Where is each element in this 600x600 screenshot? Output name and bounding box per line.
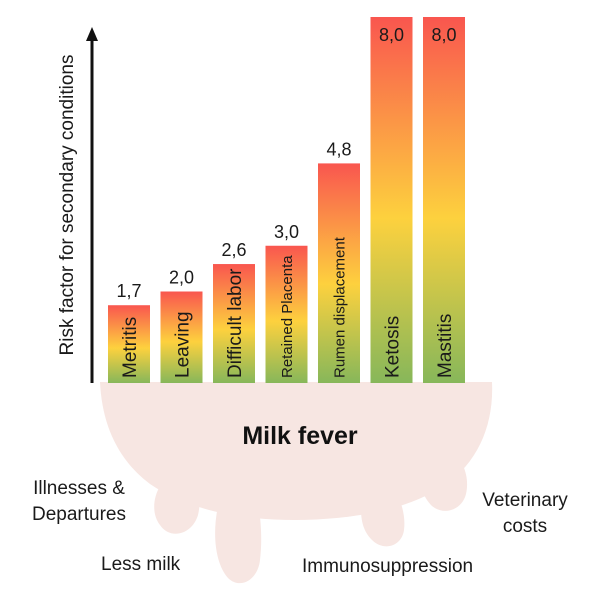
value-label-metritis: 1,7: [116, 281, 141, 301]
y-axis-arrowhead: [86, 27, 98, 41]
milk-fever-udder: [100, 382, 493, 584]
value-label-difficult-labor: 2,6: [221, 240, 246, 260]
value-label-ketosis: 8,0: [379, 25, 404, 45]
bar-difficult-labor: [213, 264, 255, 383]
consequence-less-milk: Less milk: [101, 554, 181, 575]
consequence-veterinary-costs: Veterinary costs: [482, 490, 568, 537]
value-label-retained-placenta: 3,0: [274, 222, 299, 242]
category-label-retained-placenta: Retained Placenta: [279, 255, 296, 378]
category-label-rumen-displacement: Rumen displacement: [331, 236, 348, 378]
category-label-difficult-labor: Difficult labor: [225, 268, 246, 378]
y-axis-label: Risk factor for secondary conditions: [57, 55, 78, 356]
udder-body: [100, 382, 493, 520]
bar-mastitis: [423, 17, 465, 383]
bar-retained-placenta: [265, 245, 308, 383]
bar-ketosis: [370, 17, 413, 383]
bar-metritis: [108, 305, 150, 383]
value-label-rumen-displacement: 4,8: [326, 139, 351, 159]
bar-rumen-displacement: [318, 163, 360, 383]
value-label-mastitis: 8,0: [431, 25, 456, 45]
category-label-leaving: Leaving: [172, 311, 193, 378]
bar-leaving: [160, 291, 203, 383]
category-labels: Metritis Leaving Difficult labor Retained P…: [120, 236, 456, 378]
consequence-immunosuppression: Immunosuppression: [302, 556, 474, 577]
value-label-leaving: 2,0: [169, 268, 194, 288]
value-labels: 1,7 2,0 2,6 3,0 4,8 8,0 8,0: [116, 25, 456, 301]
category-label-ketosis: Ketosis: [382, 316, 403, 378]
bars: [108, 17, 465, 383]
category-label-mastitis: Mastitis: [435, 314, 456, 378]
consequence-illnesses: Illnesses & Departures: [32, 478, 126, 525]
category-label-metritis: Metritis: [120, 317, 141, 378]
milk-fever-title: Milk fever: [242, 422, 358, 450]
